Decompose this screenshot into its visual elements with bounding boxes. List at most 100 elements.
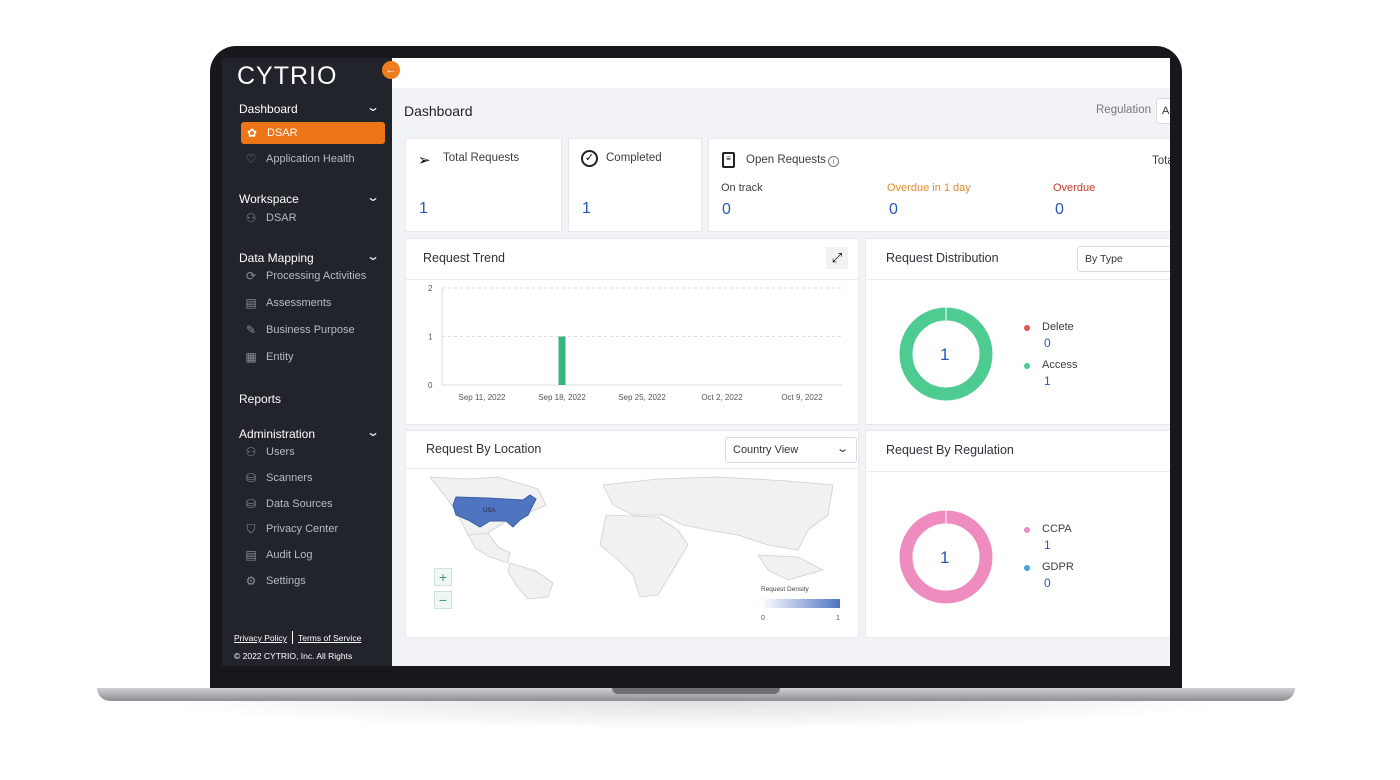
legend-dot: [1024, 363, 1030, 369]
sidebar-item-entity[interactable]: ▦ Entity: [244, 347, 294, 367]
distribution-type-select[interactable]: By Type: [1077, 246, 1170, 272]
sidebar-item-data-sources[interactable]: ⛁ Data Sources: [244, 494, 333, 514]
density-legend-title: Request Density: [761, 586, 809, 593]
sidebar-item-label: DSAR: [266, 212, 297, 224]
total-requests-card: ➢ Total Requests 1: [405, 138, 562, 232]
legend-dot: [1024, 565, 1030, 571]
y-tick-label: 2: [428, 284, 433, 293]
x-tick-label: Sep 11, 2022: [458, 393, 506, 402]
users-icon: ⚇: [245, 445, 257, 459]
sidebar-item-label: Assessments: [266, 297, 332, 309]
info-icon[interactable]: i: [828, 156, 839, 167]
on-track-value: 0: [722, 201, 731, 218]
legend-label: GDPR: [1042, 561, 1074, 573]
laptop-notch: [612, 688, 780, 694]
country-view-value: Country View: [733, 444, 799, 456]
sidebar-item-privacy-center[interactable]: ⛉ Privacy Center: [244, 519, 338, 539]
dsar-icon: ✿: [246, 126, 258, 140]
completed-card: ✓ Completed 1: [568, 138, 702, 232]
sidebar-section-workspace[interactable]: Workspace: [239, 192, 299, 206]
chevron-down-icon[interactable]: ⌄: [365, 425, 381, 439]
expand-icon[interactable]: ⤢: [826, 247, 848, 269]
density-gradient: [761, 599, 840, 608]
sidebar-section-data-mapping[interactable]: Data Mapping: [239, 251, 314, 265]
privacy-policy-link[interactable]: Privacy Policy: [234, 633, 287, 643]
scanner-icon: ⛁: [245, 471, 257, 485]
sidebar-item-scanners[interactable]: ⛁ Scanners: [244, 468, 313, 488]
distribution-donut: [899, 307, 993, 401]
footer-divider: [292, 631, 293, 644]
sidebar-item-users[interactable]: ⚇ Users: [244, 442, 295, 462]
sidebar-item-dsar[interactable]: ⚇ DSAR: [244, 208, 297, 228]
sidebar-item-assessments[interactable]: ▤ Assessments: [244, 293, 331, 313]
density-min: 0: [761, 615, 765, 622]
divider: [866, 471, 1170, 472]
sidebar-item-label: Data Sources: [266, 498, 333, 510]
copyright: © 2022 CYTRIO, Inc. All Rights: [234, 651, 353, 661]
terms-link[interactable]: Terms of Service: [298, 633, 362, 643]
chevron-down-icon[interactable]: ⌄: [365, 249, 381, 263]
total-requests-label: Total Requests: [443, 152, 520, 164]
legend-label: Delete: [1042, 321, 1074, 333]
sidebar-item-business-purpose[interactable]: ✎ Business Purpose: [244, 320, 355, 340]
open-requests-card: ≡ Open Requests i Tota On track 0 Overdu…: [708, 138, 1170, 232]
database-icon: ⛁: [245, 497, 257, 511]
chevron-down-icon[interactable]: ⌄: [365, 100, 381, 114]
logo: CYTRIO: [237, 62, 338, 90]
send-icon: ➢: [418, 152, 431, 169]
sidebar-item-settings[interactable]: ⚙ Settings: [244, 571, 306, 591]
total-label: Tota: [1152, 155, 1170, 167]
sidebar-item-label: Business Purpose: [266, 324, 355, 336]
x-tick-label: Sep 25, 2022: [618, 393, 666, 402]
legend-value: 0: [1044, 576, 1051, 590]
map-southeast-asia: [757, 554, 825, 581]
x-tick-label: Oct 2, 2022: [701, 393, 743, 402]
request-by-location-panel: Request By Location Country View ⌄ USA +…: [405, 430, 859, 638]
legend-label: Access: [1042, 359, 1078, 371]
sidebar-item-processing-activities[interactable]: ⟳ Processing Activities: [244, 266, 366, 286]
app-screen: CYTRIO ← Dashboard ⌄ ✿ DSAR ♡ Application Hea…: [222, 58, 1170, 666]
top-bar: [392, 58, 1170, 88]
sidebar-section-reports[interactable]: Reports: [239, 392, 282, 406]
sidebar-section-dashboard[interactable]: Dashboard: [239, 102, 298, 116]
laptop-base: [97, 688, 1295, 701]
sidebar-item-dsar[interactable]: ✿ DSAR: [241, 122, 385, 144]
user-check-icon: ⚇: [245, 211, 257, 225]
sidebar-section-administration[interactable]: Administration: [239, 427, 316, 441]
divider: [406, 279, 858, 280]
x-tick-label: Oct 9, 2022: [781, 393, 823, 402]
world-map: USA: [429, 476, 834, 600]
zoom-out-button[interactable]: −: [434, 591, 452, 609]
country-view-select[interactable]: Country View ⌄: [725, 437, 857, 463]
sidebar-item-application-health[interactable]: ♡ Application Health: [244, 149, 355, 169]
sidebar-item-audit-log[interactable]: ▤ Audit Log: [244, 545, 312, 565]
collapse-sidebar-button[interactable]: ←: [382, 61, 400, 79]
sidebar-item-label: Processing Activities: [266, 270, 367, 282]
sidebar-item-label: Privacy Center: [266, 523, 339, 535]
check-circle-icon: ✓: [581, 150, 598, 167]
regulation-donut: [899, 510, 993, 604]
legend-value: 1: [1044, 538, 1051, 552]
heart-icon: ♡: [245, 152, 257, 166]
y-tick-label: 0: [428, 381, 433, 390]
zoom-in-button[interactable]: +: [434, 568, 452, 586]
chevron-down-icon[interactable]: ⌄: [365, 190, 381, 204]
density-max: 1: [836, 615, 840, 622]
sidebar-item-label: Audit Log: [266, 549, 313, 561]
request-trend-chart: 0 1 2 Sep 11, 2022 Sep 18, 2022 Sep 25, 2022 O…: [428, 284, 842, 402]
map-mexico: [467, 532, 511, 564]
audit-icon: ▤: [245, 548, 257, 562]
gear-icon: ⚙: [245, 574, 257, 588]
map-usa[interactable]: [452, 494, 537, 528]
request-by-location-title: Request By Location: [426, 442, 542, 456]
y-tick-label: 1: [428, 333, 433, 342]
on-track-label: On track: [721, 182, 763, 194]
map-africa: [599, 514, 689, 598]
regulation-select[interactable]: A: [1156, 98, 1170, 124]
sidebar-item-label: Application Health: [266, 153, 355, 165]
sidebar-item-label: Entity: [266, 351, 294, 363]
legend-dot: [1024, 527, 1030, 533]
open-requests-label: Open Requests: [746, 154, 826, 166]
edit-document-icon: ✎: [245, 323, 257, 337]
legend-dot: [1024, 325, 1030, 331]
